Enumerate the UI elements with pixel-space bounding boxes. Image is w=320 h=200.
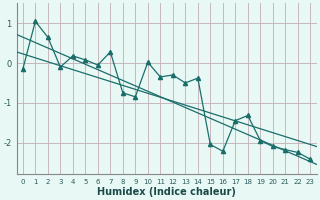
X-axis label: Humidex (Indice chaleur): Humidex (Indice chaleur) <box>97 187 236 197</box>
